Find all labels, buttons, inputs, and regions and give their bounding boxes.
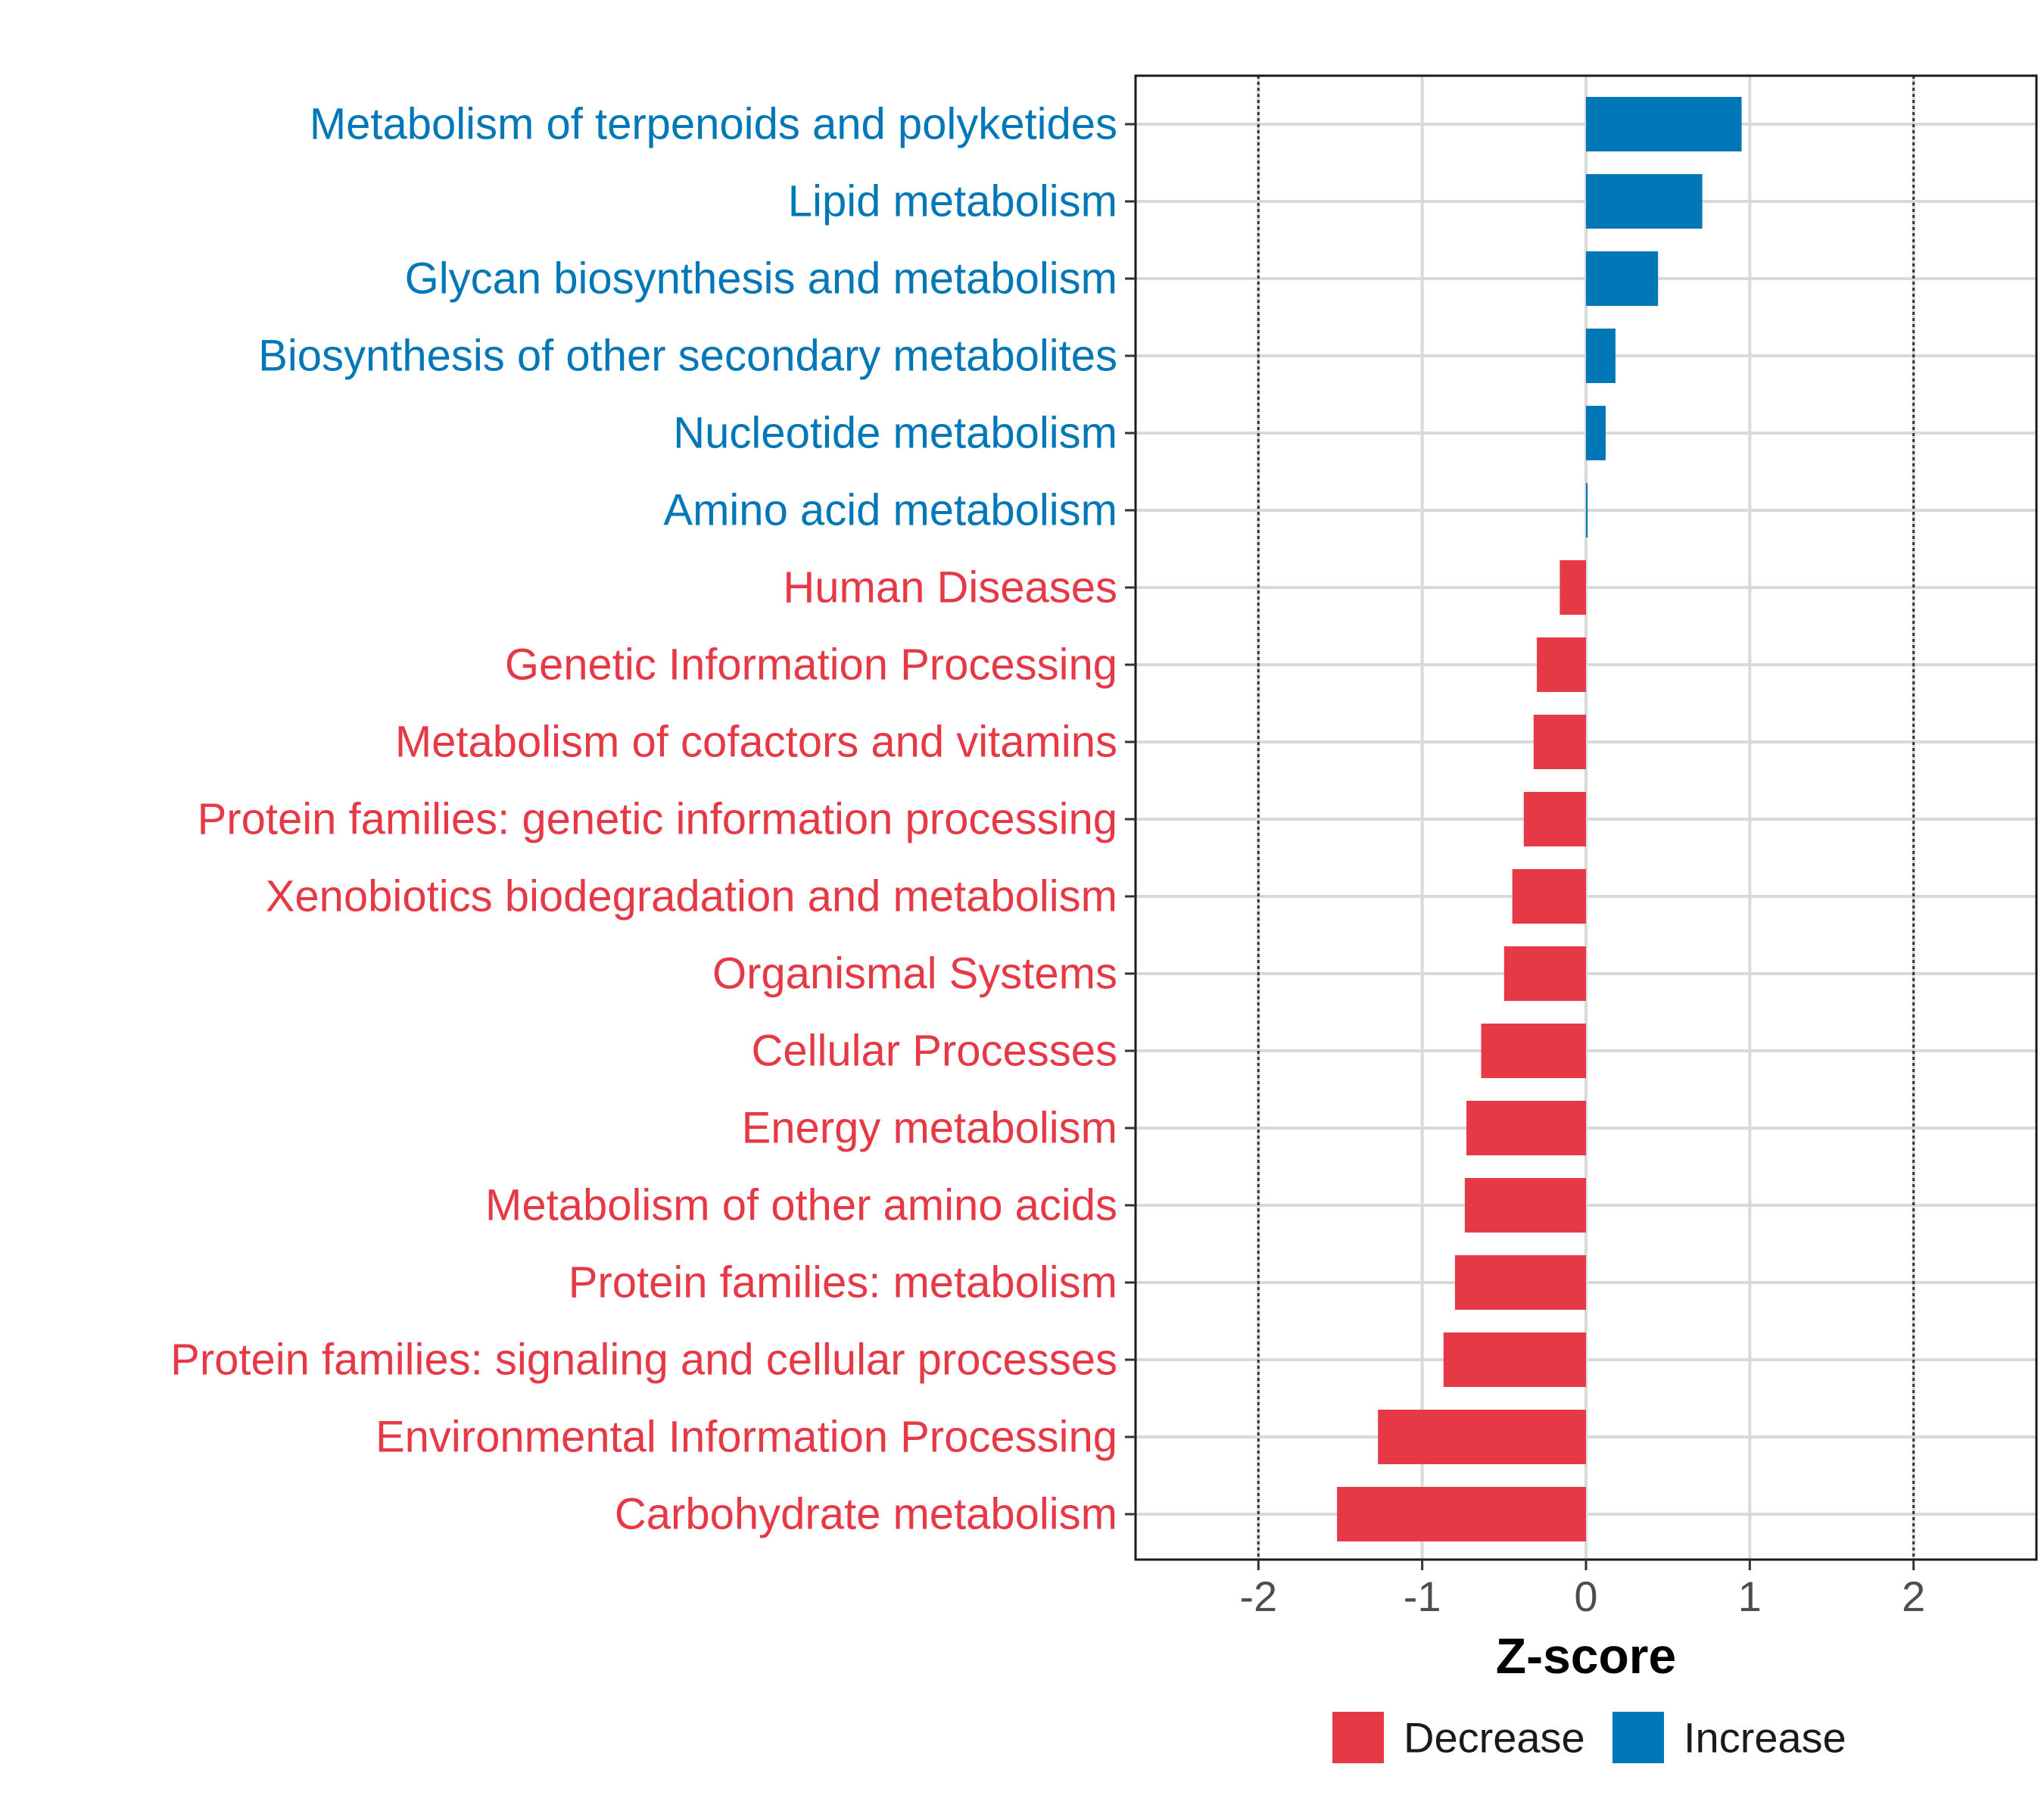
y-tick-label: Energy metabolism — [742, 1104, 1117, 1153]
y-tick-label: Metabolism of cofactors and vitamins — [395, 718, 1117, 767]
y-tick-label: Protein families: signaling and cellular… — [170, 1335, 1117, 1385]
bar — [1481, 1024, 1586, 1078]
bar — [1337, 1487, 1586, 1541]
bar — [1466, 1101, 1586, 1155]
x-tick-label: 1 — [1738, 1572, 1762, 1620]
bar — [1503, 946, 1586, 1001]
y-tick-label: Cellular Processes — [751, 1027, 1117, 1076]
x-tick-label: 0 — [1574, 1572, 1597, 1620]
bar — [1586, 329, 1616, 383]
bar — [1454, 1255, 1586, 1310]
y-tick-label: Lipid metabolism — [788, 177, 1117, 226]
x-tick-label: -1 — [1404, 1572, 1441, 1620]
y-tick-label: Environmental Information Processing — [375, 1413, 1117, 1462]
bar — [1443, 1332, 1586, 1387]
x-tick-label: 2 — [1902, 1572, 1925, 1620]
bars — [1337, 97, 1742, 1541]
y-tick-label: Organismal Systems — [712, 949, 1117, 999]
legend: Decrease Increase — [1332, 1712, 1846, 1763]
y-tick-label: Biosynthesis of other secondary metaboli… — [258, 332, 1117, 381]
y-axis-ticks — [1125, 123, 1136, 1516]
bar — [1586, 97, 1742, 151]
y-tick-label: Genetic Information Processing — [505, 640, 1117, 690]
reference-lines — [1257, 76, 1915, 1560]
legend-label: Increase — [1684, 1714, 1846, 1762]
bar — [1537, 637, 1586, 692]
y-tick-label: Protein families: metabolism — [569, 1258, 1117, 1307]
y-tick-label: Human Diseases — [783, 563, 1117, 612]
x-axis-ticks: -2 -1 0 1 2 — [1239, 1560, 1925, 1620]
x-axis-title: Z-score — [1496, 1628, 1676, 1684]
y-axis-labels: Metabolism of terpenoids and polyketides… — [170, 100, 1117, 1539]
bar — [1378, 1410, 1586, 1464]
y-tick-label: Xenobiotics biodegradation and metabolis… — [266, 872, 1117, 921]
y-tick-label: Nucleotide metabolism — [673, 409, 1117, 458]
legend-swatch — [1612, 1712, 1664, 1763]
legend-label: Decrease — [1404, 1714, 1585, 1762]
y-tick-label: Metabolism of other amino acids — [485, 1181, 1117, 1230]
x-tick-label: -2 — [1239, 1572, 1277, 1620]
bar — [1586, 483, 1588, 538]
bar — [1512, 869, 1586, 924]
bar — [1586, 406, 1606, 460]
bar — [1559, 560, 1586, 615]
bar — [1523, 792, 1586, 846]
y-tick-label: Carbohydrate metabolism — [615, 1490, 1117, 1539]
y-tick-label: Metabolism of terpenoids and polyketides — [310, 100, 1117, 149]
y-tick-label: Protein families: genetic information pr… — [198, 795, 1117, 844]
y-tick-label: Glycan biosynthesis and metabolism — [405, 254, 1117, 304]
y-tick-label: Amino acid metabolism — [663, 486, 1117, 535]
bar — [1586, 251, 1659, 306]
bar — [1586, 174, 1703, 229]
bar — [1533, 715, 1586, 769]
legend-swatch — [1332, 1712, 1384, 1763]
bar — [1464, 1178, 1586, 1233]
